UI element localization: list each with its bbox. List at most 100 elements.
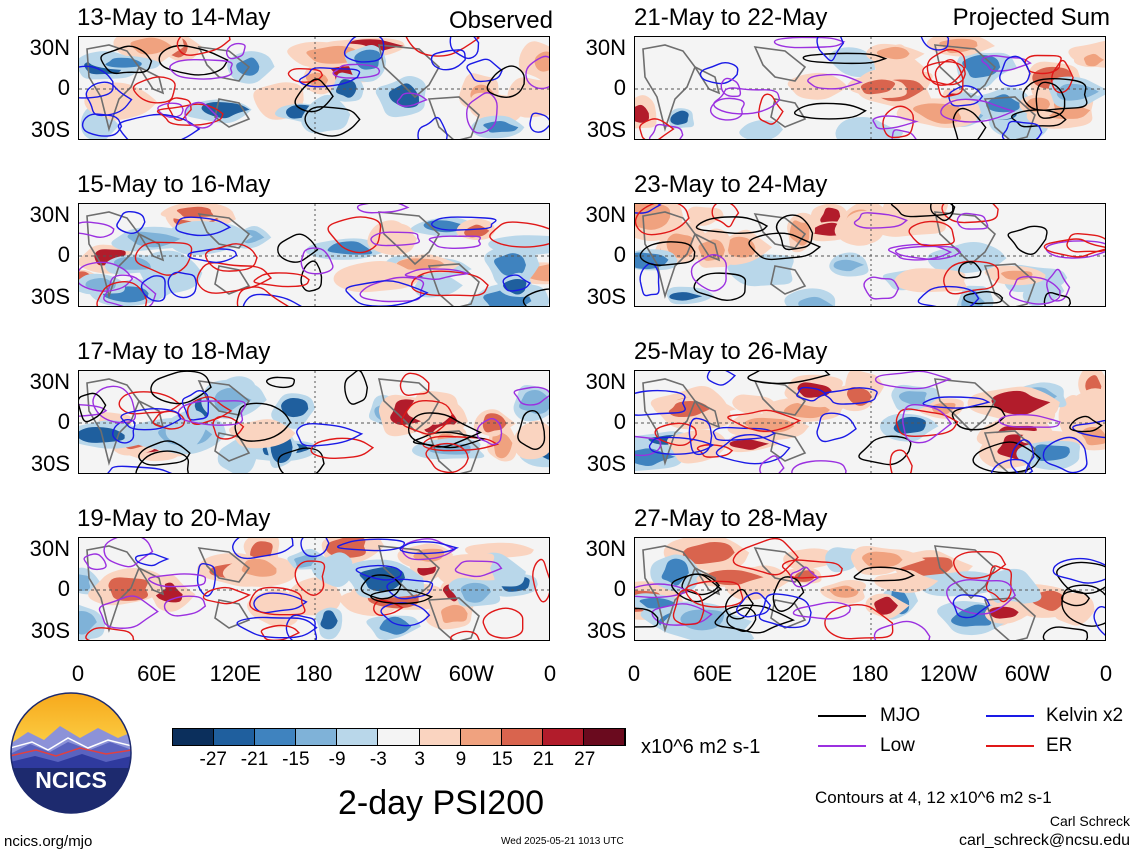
contour-line	[874, 371, 952, 390]
shading-core	[680, 609, 725, 631]
contour-line	[1046, 268, 1071, 302]
shading-core	[396, 258, 445, 270]
y-tick-label: 30N	[585, 202, 626, 227]
contour-line	[407, 412, 483, 448]
map-panel-1	[78, 36, 550, 140]
colorbar-swatch	[255, 729, 297, 745]
coastline	[427, 263, 480, 306]
contour-line	[300, 260, 323, 292]
panel-title-1: 13-May to 14-May	[77, 4, 271, 31]
contour-line	[401, 399, 455, 435]
contour-line	[759, 455, 785, 473]
colorbar-swatch	[501, 729, 543, 745]
shading-core	[833, 259, 865, 272]
contour-line	[112, 419, 136, 444]
contour-line	[79, 261, 134, 292]
y-tick-label: 30S	[586, 284, 626, 309]
contour-line	[714, 604, 796, 634]
colorbar-swatch	[583, 729, 626, 745]
shading-core	[320, 610, 338, 630]
shading-core	[860, 79, 896, 95]
contour-line	[639, 118, 675, 139]
contour-line	[1061, 584, 1105, 627]
contour-line	[816, 37, 845, 62]
map-panel-2	[78, 203, 550, 307]
coastline	[427, 430, 480, 473]
contour-line	[186, 396, 233, 425]
shading-core	[113, 256, 151, 270]
contour-line	[791, 460, 847, 473]
panel-title-5: 21-May to 22-May	[634, 4, 828, 31]
y-tick-label: 30N	[585, 35, 626, 60]
x-tick-label: 180	[851, 661, 889, 686]
colorbar-swatch	[419, 729, 461, 745]
coastline	[197, 213, 251, 249]
coastline	[933, 211, 997, 266]
contour-line	[360, 574, 402, 600]
shading-core	[519, 390, 549, 415]
contour-line	[956, 212, 989, 230]
contour-line	[327, 216, 382, 254]
contour-line	[265, 376, 296, 389]
panel-title-4: 19-May to 20-May	[77, 505, 271, 532]
contour-line	[792, 601, 852, 620]
shading-core	[962, 54, 1001, 78]
contour-line	[635, 389, 686, 416]
contour-line	[300, 538, 330, 558]
shading-core	[745, 124, 775, 136]
contour-line	[672, 588, 705, 626]
contour-line	[948, 85, 984, 107]
contour-line	[934, 58, 964, 98]
contour-line	[1007, 225, 1048, 256]
y-tick-label: 0	[613, 409, 626, 434]
x-tick-label: 60E	[137, 661, 177, 686]
legend-line-low	[818, 745, 866, 747]
contour-line	[727, 409, 802, 432]
coastline	[86, 545, 140, 633]
email: carl_schreck@ncsu.edu	[959, 832, 1130, 849]
shading-core	[460, 582, 491, 603]
contour-line	[1042, 626, 1089, 640]
contour-line	[985, 565, 1013, 603]
shading-core	[742, 257, 791, 282]
shading-core	[898, 391, 927, 406]
y-tick-label: 30N	[29, 369, 70, 394]
shading-core	[79, 574, 91, 592]
contour-line	[1043, 292, 1072, 306]
shading-core	[992, 577, 1035, 598]
contour-line	[1022, 78, 1088, 111]
coastline	[770, 265, 807, 295]
shading-core	[729, 439, 769, 450]
contour-line	[300, 247, 334, 275]
shading-core	[201, 101, 250, 119]
contour-line	[232, 538, 294, 560]
contour-line	[863, 276, 900, 300]
coastline	[642, 378, 696, 466]
contour-line	[671, 573, 722, 603]
legend-line-mjo	[818, 715, 866, 717]
coastline	[770, 432, 807, 462]
ncics-logo: NCICS	[10, 692, 132, 814]
contour-line	[116, 210, 146, 234]
contour-line	[332, 63, 381, 79]
shading-core	[991, 390, 1051, 415]
coastline	[86, 211, 140, 299]
contour-line	[952, 594, 991, 619]
contour-line	[401, 538, 456, 561]
contour-line	[85, 627, 135, 640]
contour-line	[138, 440, 191, 466]
contour-line	[917, 285, 980, 306]
contour-line	[781, 559, 843, 579]
contour-line	[929, 204, 956, 222]
colorbar-units: x10^6 m2 s-1	[641, 736, 761, 758]
legend-line-er	[986, 745, 1034, 747]
contour-line	[963, 291, 1004, 305]
contour-line	[399, 541, 460, 555]
contour-line	[176, 37, 231, 56]
contour-line	[1035, 81, 1066, 119]
contour-line	[529, 112, 549, 133]
contour-line	[1009, 276, 1061, 305]
contour-line	[908, 220, 955, 247]
colorbar-tick-label: -15	[282, 749, 310, 770]
colorbar-swatch	[296, 729, 338, 745]
